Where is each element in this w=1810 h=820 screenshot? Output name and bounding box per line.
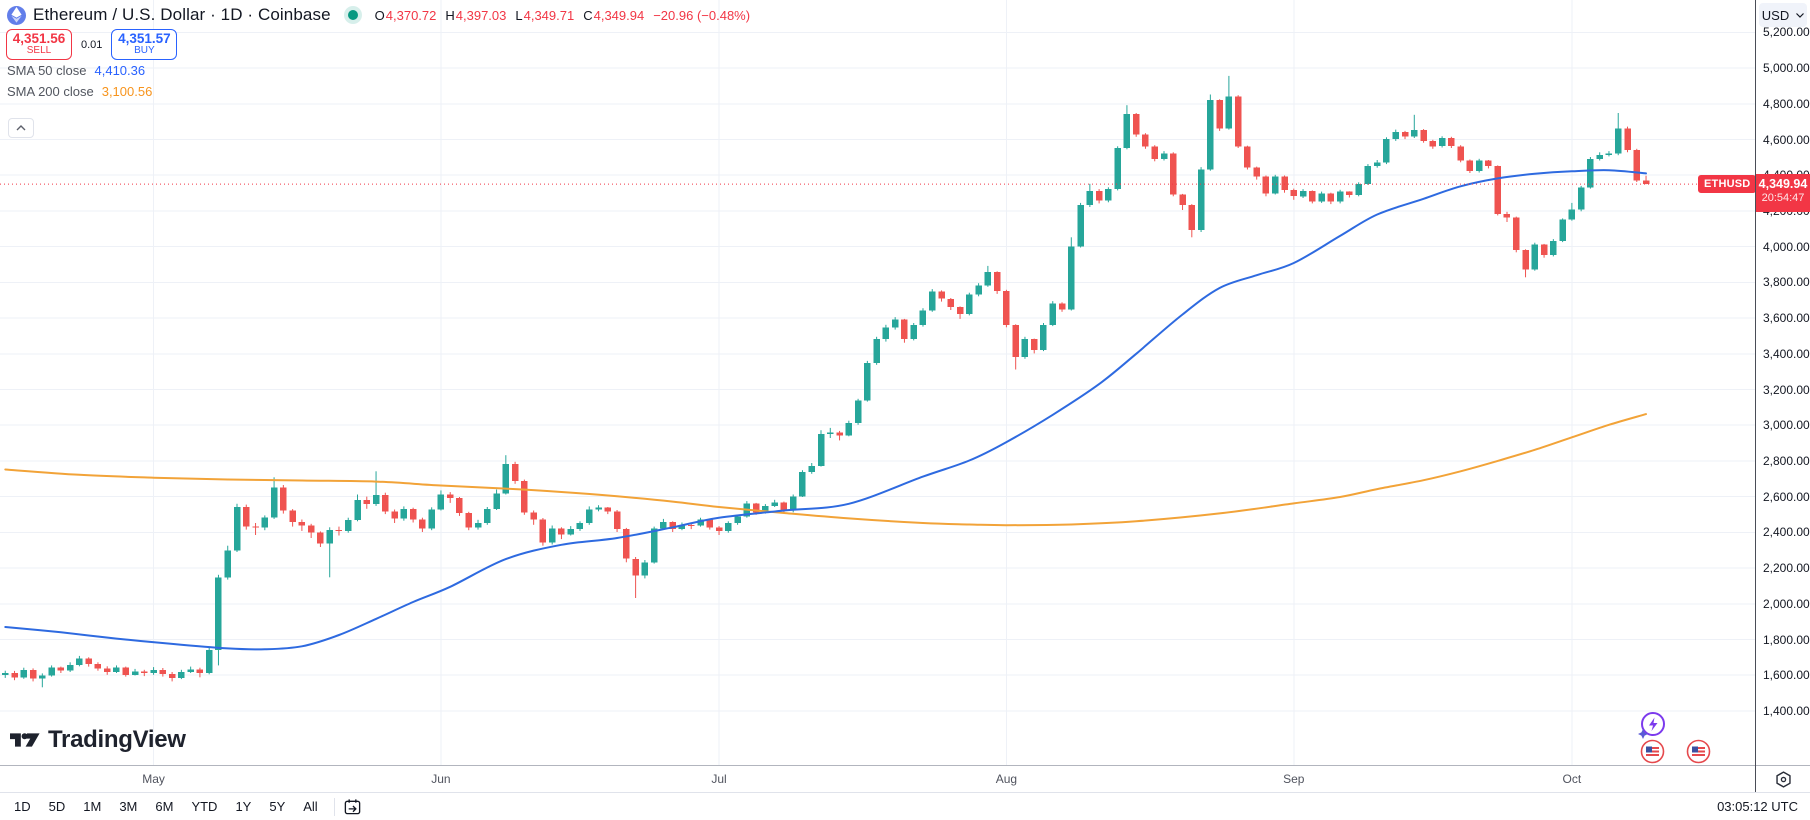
chevron-up-icon bbox=[16, 125, 26, 131]
range-button-ytd[interactable]: YTD bbox=[183, 796, 225, 817]
sma200-line[interactable] bbox=[4, 413, 1647, 527]
last-price-value: 4,349.94 bbox=[1758, 177, 1808, 191]
ethereum-icon bbox=[7, 5, 26, 25]
currency-dropdown[interactable]: USD bbox=[1759, 3, 1807, 27]
axis-settings-gear-icon[interactable] bbox=[1774, 770, 1793, 789]
sma200-legend[interactable]: SMA 200 close 3,100.56 bbox=[7, 83, 152, 99]
watermark-text: TradingView bbox=[48, 726, 186, 753]
symbol-price-tag: ETHUSD bbox=[1698, 175, 1755, 193]
time-axis-label-sep: Sep bbox=[1283, 772, 1305, 786]
go-to-date-calendar-icon bbox=[344, 799, 360, 815]
range-button-6m[interactable]: 6M bbox=[147, 796, 181, 817]
price-axis-tick: 3,800.00 bbox=[1763, 275, 1810, 290]
price-axis-tick: 3,000.00 bbox=[1763, 418, 1810, 433]
sma50-value: 4,410.36 bbox=[94, 62, 146, 78]
spread-value: 0.01 bbox=[81, 38, 103, 51]
close-label: C bbox=[583, 7, 593, 23]
price-axis-tick: 1,800.00 bbox=[1763, 632, 1810, 647]
tradingview-logo-icon bbox=[10, 733, 40, 747]
sma200-value: 3,100.56 bbox=[101, 83, 153, 99]
range-button-1d[interactable]: 1D bbox=[6, 796, 39, 817]
buy-price: 4,351.57 bbox=[118, 31, 171, 47]
collapse-indicators-button[interactable] bbox=[8, 118, 34, 138]
chevron-down-icon bbox=[1796, 12, 1805, 18]
price-axis-tick: 4,000.00 bbox=[1763, 239, 1810, 254]
price-axis-tick: 4,600.00 bbox=[1763, 132, 1810, 147]
price-axis-tick: 4,800.00 bbox=[1763, 96, 1810, 111]
sma200-label: SMA 200 close bbox=[7, 83, 94, 99]
ohlc-values: O 4,370.72 H 4,397.03 L 4,349.71 C 4,349.94 … bbox=[375, 8, 750, 23]
sell-price: 4,351.56 bbox=[12, 31, 66, 47]
price-axis-tick: 2,600.00 bbox=[1763, 489, 1810, 504]
high-label: H bbox=[445, 7, 455, 23]
bottom-toolbar: 1D 5D 1M 3M 6M YTD 1Y 5Y All 03:05:12 UTC bbox=[0, 792, 1810, 820]
buy-label: BUY bbox=[134, 45, 155, 57]
tradingview-watermark: TradingView bbox=[10, 726, 186, 754]
us-flag-event-icon[interactable] bbox=[1640, 739, 1665, 765]
open-label: O bbox=[374, 7, 385, 23]
high-value: 4,397.03 bbox=[455, 7, 507, 23]
price-axis-tick: 2,000.00 bbox=[1763, 596, 1810, 611]
price-axis-tick: 2,400.00 bbox=[1763, 525, 1810, 540]
low-value: 4,349.71 bbox=[523, 7, 575, 23]
buy-button[interactable]: 4,351.57 BUY bbox=[111, 29, 178, 60]
us-flag-event-icon[interactable] bbox=[1686, 739, 1711, 765]
close-value: 4,349.94 bbox=[593, 7, 645, 23]
time-axis-label-oct: Oct bbox=[1562, 772, 1582, 786]
sell-button[interactable]: 4,351.56 SELL bbox=[6, 29, 72, 60]
range-button-1y[interactable]: 1Y bbox=[227, 796, 259, 817]
price-axis-tick: 3,200.00 bbox=[1763, 382, 1810, 397]
price-axis[interactable]: 5,200.005,000.004,800.004,600.004,400.00… bbox=[1755, 0, 1810, 792]
bar-countdown: 20:54:47 bbox=[1761, 192, 1805, 204]
change-value: −20.96 (−0.48%) bbox=[653, 7, 751, 23]
price-axis-tick: 5,200.00 bbox=[1763, 25, 1810, 40]
price-axis-tick: 5,000.00 bbox=[1763, 61, 1810, 75]
lightning-events-icon[interactable] bbox=[1637, 711, 1667, 746]
sell-label: SELL bbox=[26, 45, 52, 57]
low-label: L bbox=[515, 7, 523, 23]
price-axis-tick: 2,200.00 bbox=[1763, 561, 1810, 575]
time-axis-label-aug: Aug bbox=[995, 772, 1018, 786]
price-axis-tick: 3,400.00 bbox=[1763, 346, 1810, 361]
price-axis-tick: 2,800.00 bbox=[1763, 453, 1810, 468]
range-button-3m[interactable]: 3M bbox=[111, 796, 145, 817]
range-button-1m[interactable]: 1M bbox=[75, 796, 109, 817]
price-axis-tick: 1,400.00 bbox=[1763, 703, 1810, 718]
range-button-5d[interactable]: 5D bbox=[41, 796, 74, 817]
range-button-5y[interactable]: 5Y bbox=[261, 796, 293, 817]
candlestick-chart[interactable] bbox=[0, 0, 1755, 765]
range-button-all[interactable]: All bbox=[295, 796, 325, 817]
sma50-legend[interactable]: SMA 50 close 4,410.36 bbox=[7, 62, 145, 78]
price-axis-tick: 3,600.00 bbox=[1763, 311, 1810, 325]
open-value: 4,370.72 bbox=[385, 7, 437, 23]
currency-label: USD bbox=[1761, 7, 1790, 23]
time-axis-label-jun: Jun bbox=[431, 772, 451, 786]
symbol-title[interactable]: Ethereum / U.S. Dollar · 1D · Coinbase bbox=[33, 5, 331, 24]
time-axis-label-may: May bbox=[142, 772, 165, 786]
sma50-line[interactable] bbox=[4, 169, 1647, 651]
go-to-date-button[interactable] bbox=[343, 797, 362, 816]
time-axis[interactable]: May Jun Jul Aug Sep Oct bbox=[0, 765, 1755, 792]
time-axis-label-jul: Jul bbox=[711, 772, 727, 786]
market-status-icon[interactable] bbox=[347, 10, 358, 20]
utc-clock: 03:05:12 UTC bbox=[1717, 799, 1798, 814]
last-price-label: 4,349.94 20:54:47 bbox=[1756, 174, 1810, 212]
sma50-label: SMA 50 close bbox=[7, 62, 87, 78]
chart-pane[interactable]: Ethereum / U.S. Dollar · 1D · Coinbase O… bbox=[0, 0, 1755, 765]
toolbar-divider bbox=[333, 797, 335, 816]
price-axis-tick: 1,600.00 bbox=[1763, 668, 1810, 683]
